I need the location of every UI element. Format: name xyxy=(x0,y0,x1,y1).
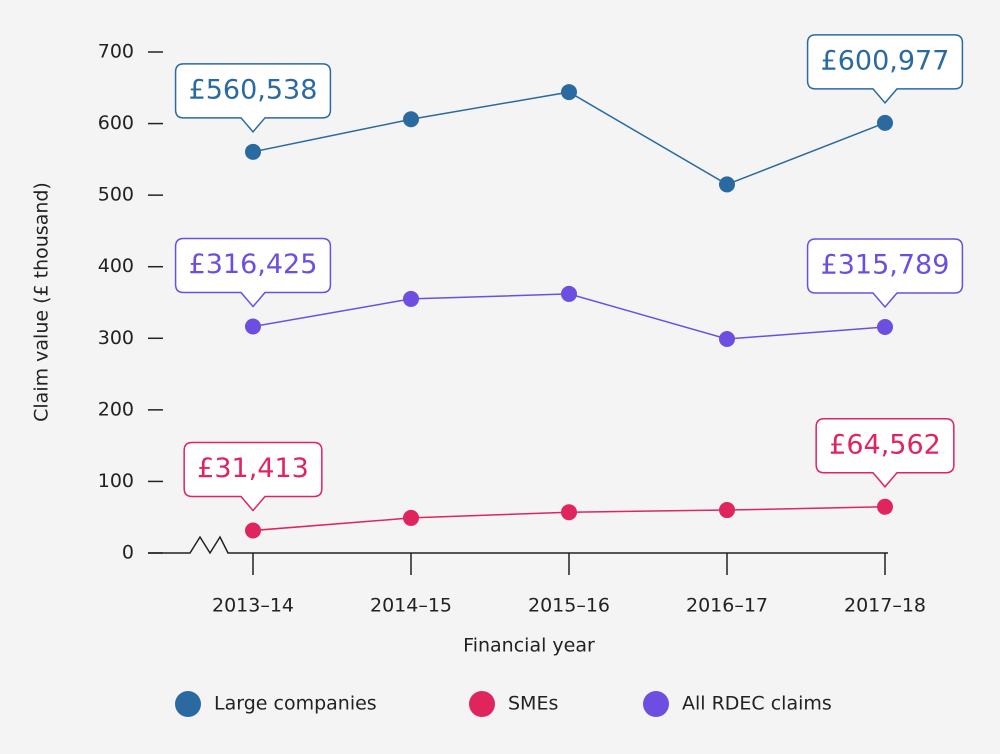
callout-box xyxy=(174,63,332,133)
legend-label: SMEs xyxy=(508,693,558,715)
x-axis-label: Financial year xyxy=(463,635,595,657)
data-point xyxy=(561,285,577,302)
data-point xyxy=(719,502,735,519)
data-label: £560,538 xyxy=(189,74,318,105)
data-label: £316,425 xyxy=(189,249,318,280)
data-label: £315,789 xyxy=(821,249,950,280)
legend-label: Large companies xyxy=(214,693,377,715)
data-label: £64,562 xyxy=(829,429,941,460)
callout-box xyxy=(183,441,323,512)
data-point xyxy=(561,84,577,101)
y-tick-label: 500 xyxy=(98,184,134,206)
data-point xyxy=(245,143,261,160)
legend-marker xyxy=(175,691,201,717)
y-tick-label: 700 xyxy=(98,41,134,63)
callout: £31,413 xyxy=(183,441,323,512)
data-point xyxy=(877,114,893,131)
x-tick-label: 2016–17 xyxy=(686,595,768,617)
x-tick-label: 2017–18 xyxy=(844,595,926,617)
y-tick-label: 300 xyxy=(98,327,134,349)
data-label: £31,413 xyxy=(197,453,309,484)
data-point xyxy=(403,111,419,128)
callout: £64,562 xyxy=(815,418,955,488)
callout: £560,538 xyxy=(174,63,332,133)
data-point xyxy=(877,498,893,515)
legend-marker xyxy=(643,691,669,717)
data-point xyxy=(561,504,577,521)
y-axis-label: Claim value (£ thousand) xyxy=(31,182,53,422)
x-tick-label: 2015–16 xyxy=(528,595,610,617)
callout-box xyxy=(174,237,332,308)
legend-label: All RDEC claims xyxy=(682,693,832,715)
data-point xyxy=(719,176,735,193)
legend-marker xyxy=(469,691,495,717)
data-point xyxy=(403,290,419,307)
y-tick-label: 0 xyxy=(122,542,134,564)
callout-box xyxy=(806,238,964,309)
callout-box xyxy=(806,34,964,105)
callout-box xyxy=(815,418,955,488)
y-tick-label: 100 xyxy=(98,470,134,492)
y-tick-label: 200 xyxy=(98,398,134,420)
y-tick-label: 400 xyxy=(98,255,134,277)
x-axis xyxy=(148,535,888,555)
data-point xyxy=(245,522,261,539)
x-tick-label: 2013–14 xyxy=(212,595,294,617)
data-point xyxy=(403,509,419,526)
callout: £316,425 xyxy=(174,237,332,308)
data-point xyxy=(719,331,735,348)
data-point xyxy=(877,318,893,335)
x-tick-label: 2014–15 xyxy=(370,595,452,617)
data-label: £600,977 xyxy=(821,45,950,76)
y-tick-label: 600 xyxy=(98,112,134,134)
series-line xyxy=(252,91,886,186)
data-point xyxy=(245,318,261,335)
callout: £600,977 xyxy=(806,34,964,105)
callout: £315,789 xyxy=(806,238,964,309)
